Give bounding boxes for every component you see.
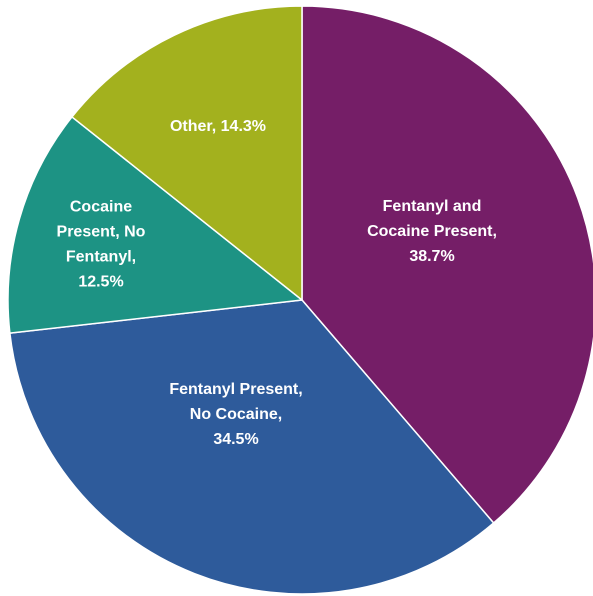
slice-label: Cocaine Present, No Fentanyl, 12.5% (57, 199, 146, 291)
pie-slices (7, 5, 593, 595)
slice-label-line: 12.5% (78, 274, 123, 291)
slice-label-line: Fentanyl Present, (169, 381, 302, 398)
slice-label: Other, 14.3% (170, 118, 266, 135)
slice-label-line: Present, No (57, 224, 146, 241)
slice-label-line: Cocaine Present, (367, 223, 497, 240)
pie-labels: Fentanyl and Cocaine Present, 38.7%Fentany… (57, 118, 497, 448)
pie-slice-fentanyl-and-cocaine-present (301, 5, 593, 524)
pie-slice-fentanyl-present-no-cocaine (9, 299, 495, 595)
slice-label-line: No Cocaine, (190, 406, 282, 423)
slice-label-line: Fentanyl and (383, 198, 482, 215)
slice-label-line: 38.7% (409, 248, 454, 265)
pie-slice-other (71, 5, 303, 301)
pie-slice-cocaine-present-no-fentanyl (7, 116, 303, 334)
slice-label-line: Other, 14.3% (170, 118, 266, 135)
slice-label: Fentanyl Present, No Cocaine, 34.5% (169, 381, 302, 448)
slice-label: Fentanyl and Cocaine Present, 38.7% (367, 198, 497, 265)
slice-label-line: 34.5% (213, 431, 258, 448)
slice-label-line: Fentanyl, (66, 249, 136, 266)
slice-label-line: Cocaine (70, 199, 132, 216)
